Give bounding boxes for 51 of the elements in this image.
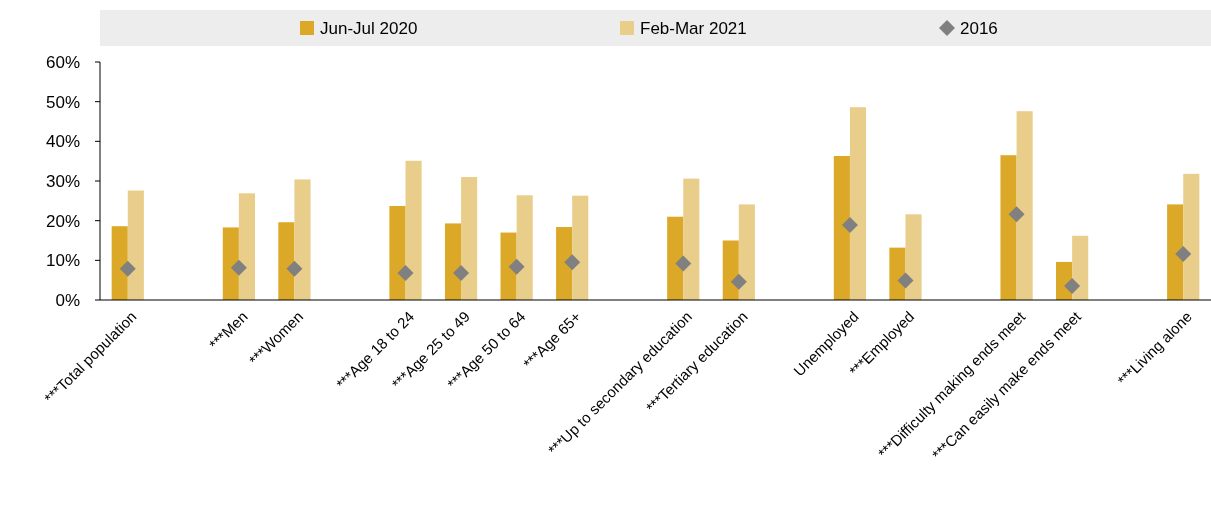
y-tick-label: 20% — [45, 211, 80, 231]
point — [230, 259, 247, 276]
point — [286, 260, 303, 277]
point — [1175, 245, 1192, 262]
bar — [722, 240, 739, 300]
legend-label: Jun-Jul 2020 — [320, 19, 418, 38]
point — [564, 254, 581, 271]
bar — [516, 195, 533, 300]
bar — [1072, 235, 1089, 300]
point — [397, 265, 414, 282]
legend-label: 2016 — [960, 19, 998, 38]
bar — [833, 156, 850, 300]
point — [841, 217, 858, 234]
bar — [222, 227, 239, 300]
bar — [405, 160, 422, 300]
bar — [1183, 173, 1200, 300]
bar — [1016, 111, 1033, 300]
point — [453, 265, 470, 282]
bar — [667, 216, 684, 300]
y-tick-label: 40% — [45, 132, 80, 152]
bar — [556, 227, 573, 300]
bar — [1167, 204, 1184, 300]
point — [897, 272, 914, 289]
bar — [461, 177, 478, 300]
bar — [738, 204, 755, 300]
bar — [1000, 155, 1017, 300]
bar — [294, 179, 311, 300]
y-tick-label: 60% — [45, 52, 80, 72]
bar — [278, 222, 295, 300]
bar — [889, 247, 906, 300]
y-tick-label: 50% — [45, 92, 80, 112]
point — [730, 273, 747, 290]
y-tick-label: 0% — [55, 290, 80, 310]
point — [1008, 206, 1025, 223]
point — [119, 260, 136, 277]
bar — [905, 214, 922, 300]
point — [675, 255, 692, 272]
bar — [238, 193, 255, 300]
y-tick-label: 30% — [45, 171, 80, 191]
bar — [683, 178, 700, 300]
bar — [572, 195, 589, 300]
point — [508, 258, 525, 275]
legend-label: Feb-Mar 2021 — [640, 19, 747, 38]
point — [1064, 278, 1081, 295]
bar — [849, 107, 867, 300]
bar — [111, 226, 128, 300]
bar — [444, 223, 462, 300]
bar — [127, 190, 144, 300]
y-tick-label: 10% — [45, 251, 80, 271]
bar — [389, 205, 406, 300]
bar — [500, 232, 517, 300]
